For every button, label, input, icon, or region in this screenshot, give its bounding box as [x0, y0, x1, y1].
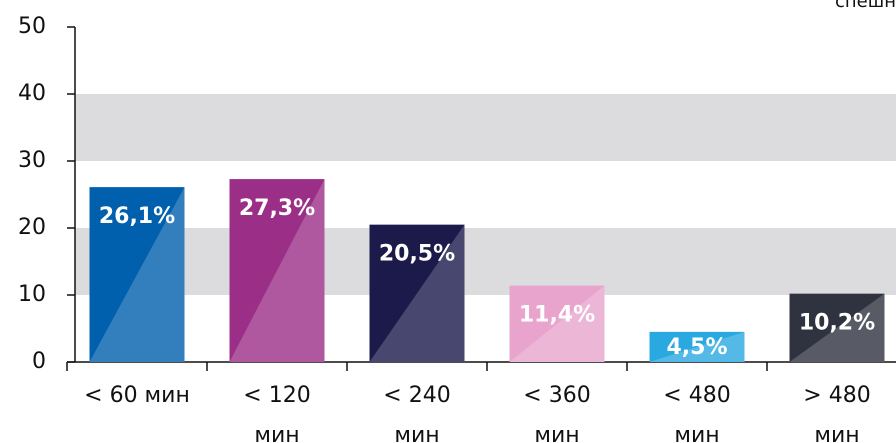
- value-label: 4,5%: [666, 335, 727, 360]
- bar: [509, 285, 605, 362]
- y-tick-label: 50: [18, 14, 46, 39]
- value-label: 10,2%: [799, 311, 875, 336]
- x-tick-label: > 480 мин: [803, 383, 870, 443]
- x-tick-label: < 120 мин: [243, 383, 310, 443]
- bar-shade: [369, 224, 465, 362]
- bar: [229, 179, 325, 362]
- bar: [369, 224, 465, 362]
- bar-shade: [649, 331, 745, 362]
- bar: [789, 293, 885, 362]
- x-tick-label: < 480 мин: [663, 383, 730, 443]
- x-tick-label: < 60 мин: [84, 383, 190, 408]
- grid-band: [75, 228, 896, 295]
- value-label: 26,1%: [99, 204, 175, 229]
- bar-shade: [229, 179, 325, 362]
- y-tick-label: 30: [18, 148, 46, 173]
- y-tick-label: 10: [18, 282, 46, 307]
- value-label: 20,5%: [379, 242, 455, 267]
- bar-shade: [789, 293, 885, 362]
- value-label: 11,4%: [519, 303, 595, 328]
- bar: [89, 187, 185, 362]
- grid-band: [75, 94, 896, 161]
- x-tick-label: < 240 мин: [383, 383, 450, 443]
- bar-shade: [89, 187, 185, 362]
- x-tick-label: < 360 мин: [523, 383, 590, 443]
- y-tick-label: 0: [32, 349, 46, 374]
- y-tick-label: 40: [18, 81, 46, 106]
- bar-shade: [509, 285, 605, 362]
- bar: [649, 331, 745, 362]
- annotation: спешн: [835, 0, 896, 12]
- y-tick-label: 20: [18, 215, 46, 240]
- value-label: 27,3%: [239, 196, 315, 221]
